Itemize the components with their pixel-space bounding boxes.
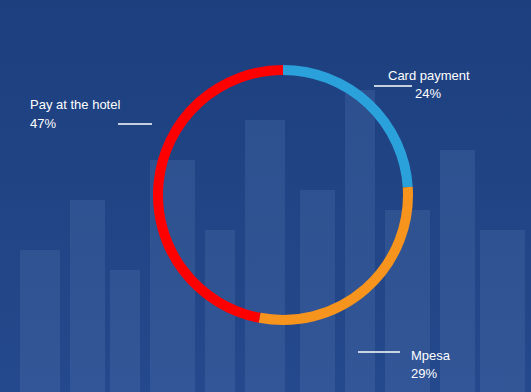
building <box>480 230 525 392</box>
category-label: Card payment <box>388 68 470 83</box>
leader-line <box>374 85 412 87</box>
slice <box>158 70 283 318</box>
slice <box>260 187 408 320</box>
chart-root: Card payment 24% Mpesa 29% Pay at the hotel 4… <box>0 0 531 392</box>
building <box>385 210 430 392</box>
building <box>110 270 140 392</box>
building <box>300 190 335 392</box>
ring <box>158 70 408 320</box>
leader-line <box>358 351 400 353</box>
building <box>345 90 375 392</box>
background <box>0 0 531 392</box>
value-label: 47% <box>30 116 56 131</box>
skyline <box>20 90 525 392</box>
category-label: Pay at the hotel <box>30 97 120 112</box>
value-label: 24% <box>415 86 441 101</box>
category-label: Mpesa <box>411 348 451 363</box>
value-label: 29% <box>411 366 437 381</box>
slice <box>283 70 408 187</box>
building <box>70 200 105 392</box>
leader-line <box>118 123 152 125</box>
building <box>245 120 285 392</box>
building <box>20 250 60 392</box>
